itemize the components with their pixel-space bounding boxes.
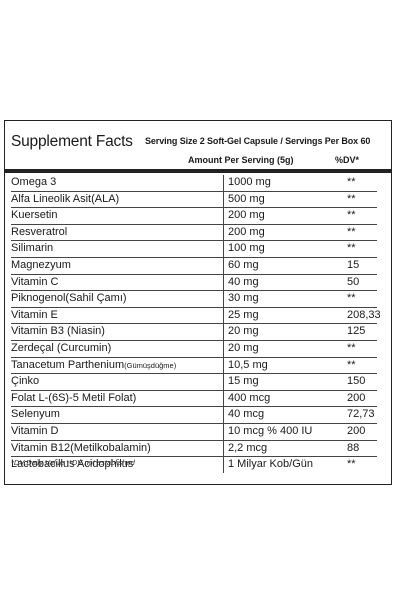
nutrient-name-text: Çinko [11,375,40,388]
nutrient-amount: 2,2 mcg [223,440,337,457]
nutrient-dv: 200 [347,391,366,404]
nutrient-name: Alfa Lineolik Asit(ALA) [11,192,221,208]
nutrient-amount: 100 mg [223,241,337,257]
nutrient-dv: 15 [347,258,360,271]
table-row: Resveratrol 200 mg ** [11,224,377,242]
nutrient-name-text: Vitamin D [11,424,59,437]
nutrient-amount: 20 mg [223,324,337,340]
nutrient-name: Folat L-(6S)-5 Metil Folat) [11,391,221,407]
nutrient-name-text: Folat L-(6S)-5 Metil Folat) [11,391,137,404]
nutrient-name-text: Alfa Lineolik Asit(ALA) [11,192,120,205]
nutrient-amount: 200 mg [223,208,337,224]
table-row: Selenyum 40 mcg 72,73 [11,407,377,424]
nutrient-amount: 200 mg [223,224,337,241]
table-row: Vitamin B12(Metilkobalamin) 2,2 mcg 88 [11,440,377,458]
nutrient-amount: 60 mg [223,257,337,274]
nutrient-name: Selenyum [11,407,221,423]
nutrient-dv: 88 [347,441,360,454]
table-row: Vitamin C 40 mg 50 [11,274,377,292]
nutrient-name: Silimarin [11,241,221,257]
nutrient-dv: 208,33 [347,308,381,321]
nutrient-dv: 50 [347,275,360,288]
nutrient-name-text: Zerdeçal (Curcumin) [11,341,112,354]
nutrient-name-text: Resveratrol [11,225,68,238]
nutrient-name-text: Kuersetin [11,209,58,222]
nutrient-amount: 1 Milyar Kob/Gün [223,457,337,473]
nutrient-name: Resveratrol [11,225,221,241]
nutrient-amount: 20 mg [223,340,337,357]
nutrient-name-text: Lactobacillus Acidophilus [11,458,134,471]
nutrient-name: Piknogenol(Sahil Çamı) [11,291,221,307]
nutrient-amount: 30 mg [223,291,337,307]
table-row: Vitamin E 25 mg 208,33 [11,307,381,325]
nutrient-dv: ** [347,358,356,371]
nutrient-amount: 15 mg [223,374,337,390]
serving-info: Serving Size 2 Soft-Gel Capsule / Servin… [145,136,371,146]
nutrient-amount: 400 mcg [223,390,337,407]
nutrient-name-text: Vitamin B3 (Niasin) [11,325,105,338]
nutrient-table: Omega 3 1000 mg ** Alfa Lineolik Asit(ALA) 5… [11,175,381,473]
nutrient-name: Lactobacillus Acidophilus [11,457,221,473]
nutrient-name-text: Magnezyum [11,258,71,271]
nutrient-dv: 125 [347,325,366,338]
nutrient-name: Tanacetum Parthenium(Gümüşdüğme) [11,358,221,374]
table-row: Silimarin 100 mg ** [11,241,377,258]
table-row: Çinko 15 mg 150 [11,374,377,391]
table-row: Zerdeçal (Curcumin) 20 mg ** [11,340,377,358]
nutrient-name: Magnezyum [11,258,221,274]
nutrient-name: Vitamin B3 (Niasin) [11,324,221,340]
nutrient-dv: ** [347,292,356,305]
nutrient-dv: 200 [347,424,366,437]
nutrient-name-text: Omega 3 [11,176,57,188]
table-row: Magnezyum 60 mg 15 [11,257,377,275]
nutrient-dv: ** [347,242,356,255]
nutrient-name-text: Selenyum [11,408,60,421]
footnote: *DV:Daily Value **DV not established [11,458,135,467]
dv-column-header: %DV* [335,155,360,165]
nutrient-name: Kuersetin [11,208,221,224]
table-row: Vitamin D 10 mcg % 400 IU 200 [11,423,377,441]
nutrient-name-note: (Gümüşdüğme) [124,360,177,370]
nutrient-amount: 40 mcg [223,407,337,423]
nutrient-name-text: Vitamin E [11,308,58,321]
nutrient-dv: ** [347,225,356,238]
nutrient-dv: ** [347,192,356,205]
table-row: Piknogenol(Sahil Çamı) 30 mg ** [11,291,377,308]
nutrient-dv: ** [347,458,356,471]
nutrient-dv: ** [347,176,356,188]
nutrient-amount: 1000 mg [223,175,337,191]
table-row: Alfa Lineolik Asit(ALA) 500 mg ** [11,191,377,209]
nutrient-name: Vitamin E [11,308,221,324]
nutrient-name-text: Silimarin [11,242,54,255]
nutrient-dv: ** [347,341,356,354]
nutrient-amount: 500 mg [223,191,337,208]
nutrient-name: Çinko [11,374,221,390]
table-row: Vitamin B3 (Niasin) 20 mg 125 [11,324,377,341]
nutrient-amount: 10 mcg % 400 IU [223,423,337,440]
nutrient-amount: 25 mg [223,307,337,324]
nutrient-name-text: Tanacetum Parthenium [11,358,125,371]
table-row: Lactobacillus Acidophilus 1 Milyar Kob/Gü… [11,457,377,473]
panel-title: Supplement Facts [11,133,133,150]
supplement-facts-panel: Supplement Facts Serving Size 2 Soft-Gel… [4,120,392,485]
amount-column-header: Amount Per Serving (5g) [188,155,294,165]
nutrient-dv: 150 [347,375,366,388]
nutrient-amount: 40 mg [223,274,337,291]
nutrient-name: Vitamin D [11,424,221,440]
nutrient-name-text: Vitamin C [11,275,59,288]
nutrient-amount: 10,5 mg [223,357,337,374]
nutrient-dv: 72,73 [347,408,375,421]
table-row: Kuersetin 200 mg ** [11,208,377,225]
header-divider [5,169,391,173]
nutrient-dv: ** [347,209,356,222]
nutrient-name-text: Vitamin B12(Metilkobalamin) [11,441,151,454]
table-row: Omega 3 1000 mg ** [11,175,377,192]
nutrient-name: Omega 3 [11,175,221,191]
table-row: Tanacetum Parthenium(Gümüşdüğme) 10,5 mg *… [11,357,377,375]
nutrient-name: Vitamin B12(Metilkobalamin) [11,441,221,457]
table-row: Folat L-(6S)-5 Metil Folat) 400 mcg 200 [11,390,377,408]
nutrient-name-text: Piknogenol(Sahil Çamı) [11,292,127,305]
nutrient-name: Zerdeçal (Curcumin) [11,341,221,357]
nutrient-name: Vitamin C [11,275,221,291]
